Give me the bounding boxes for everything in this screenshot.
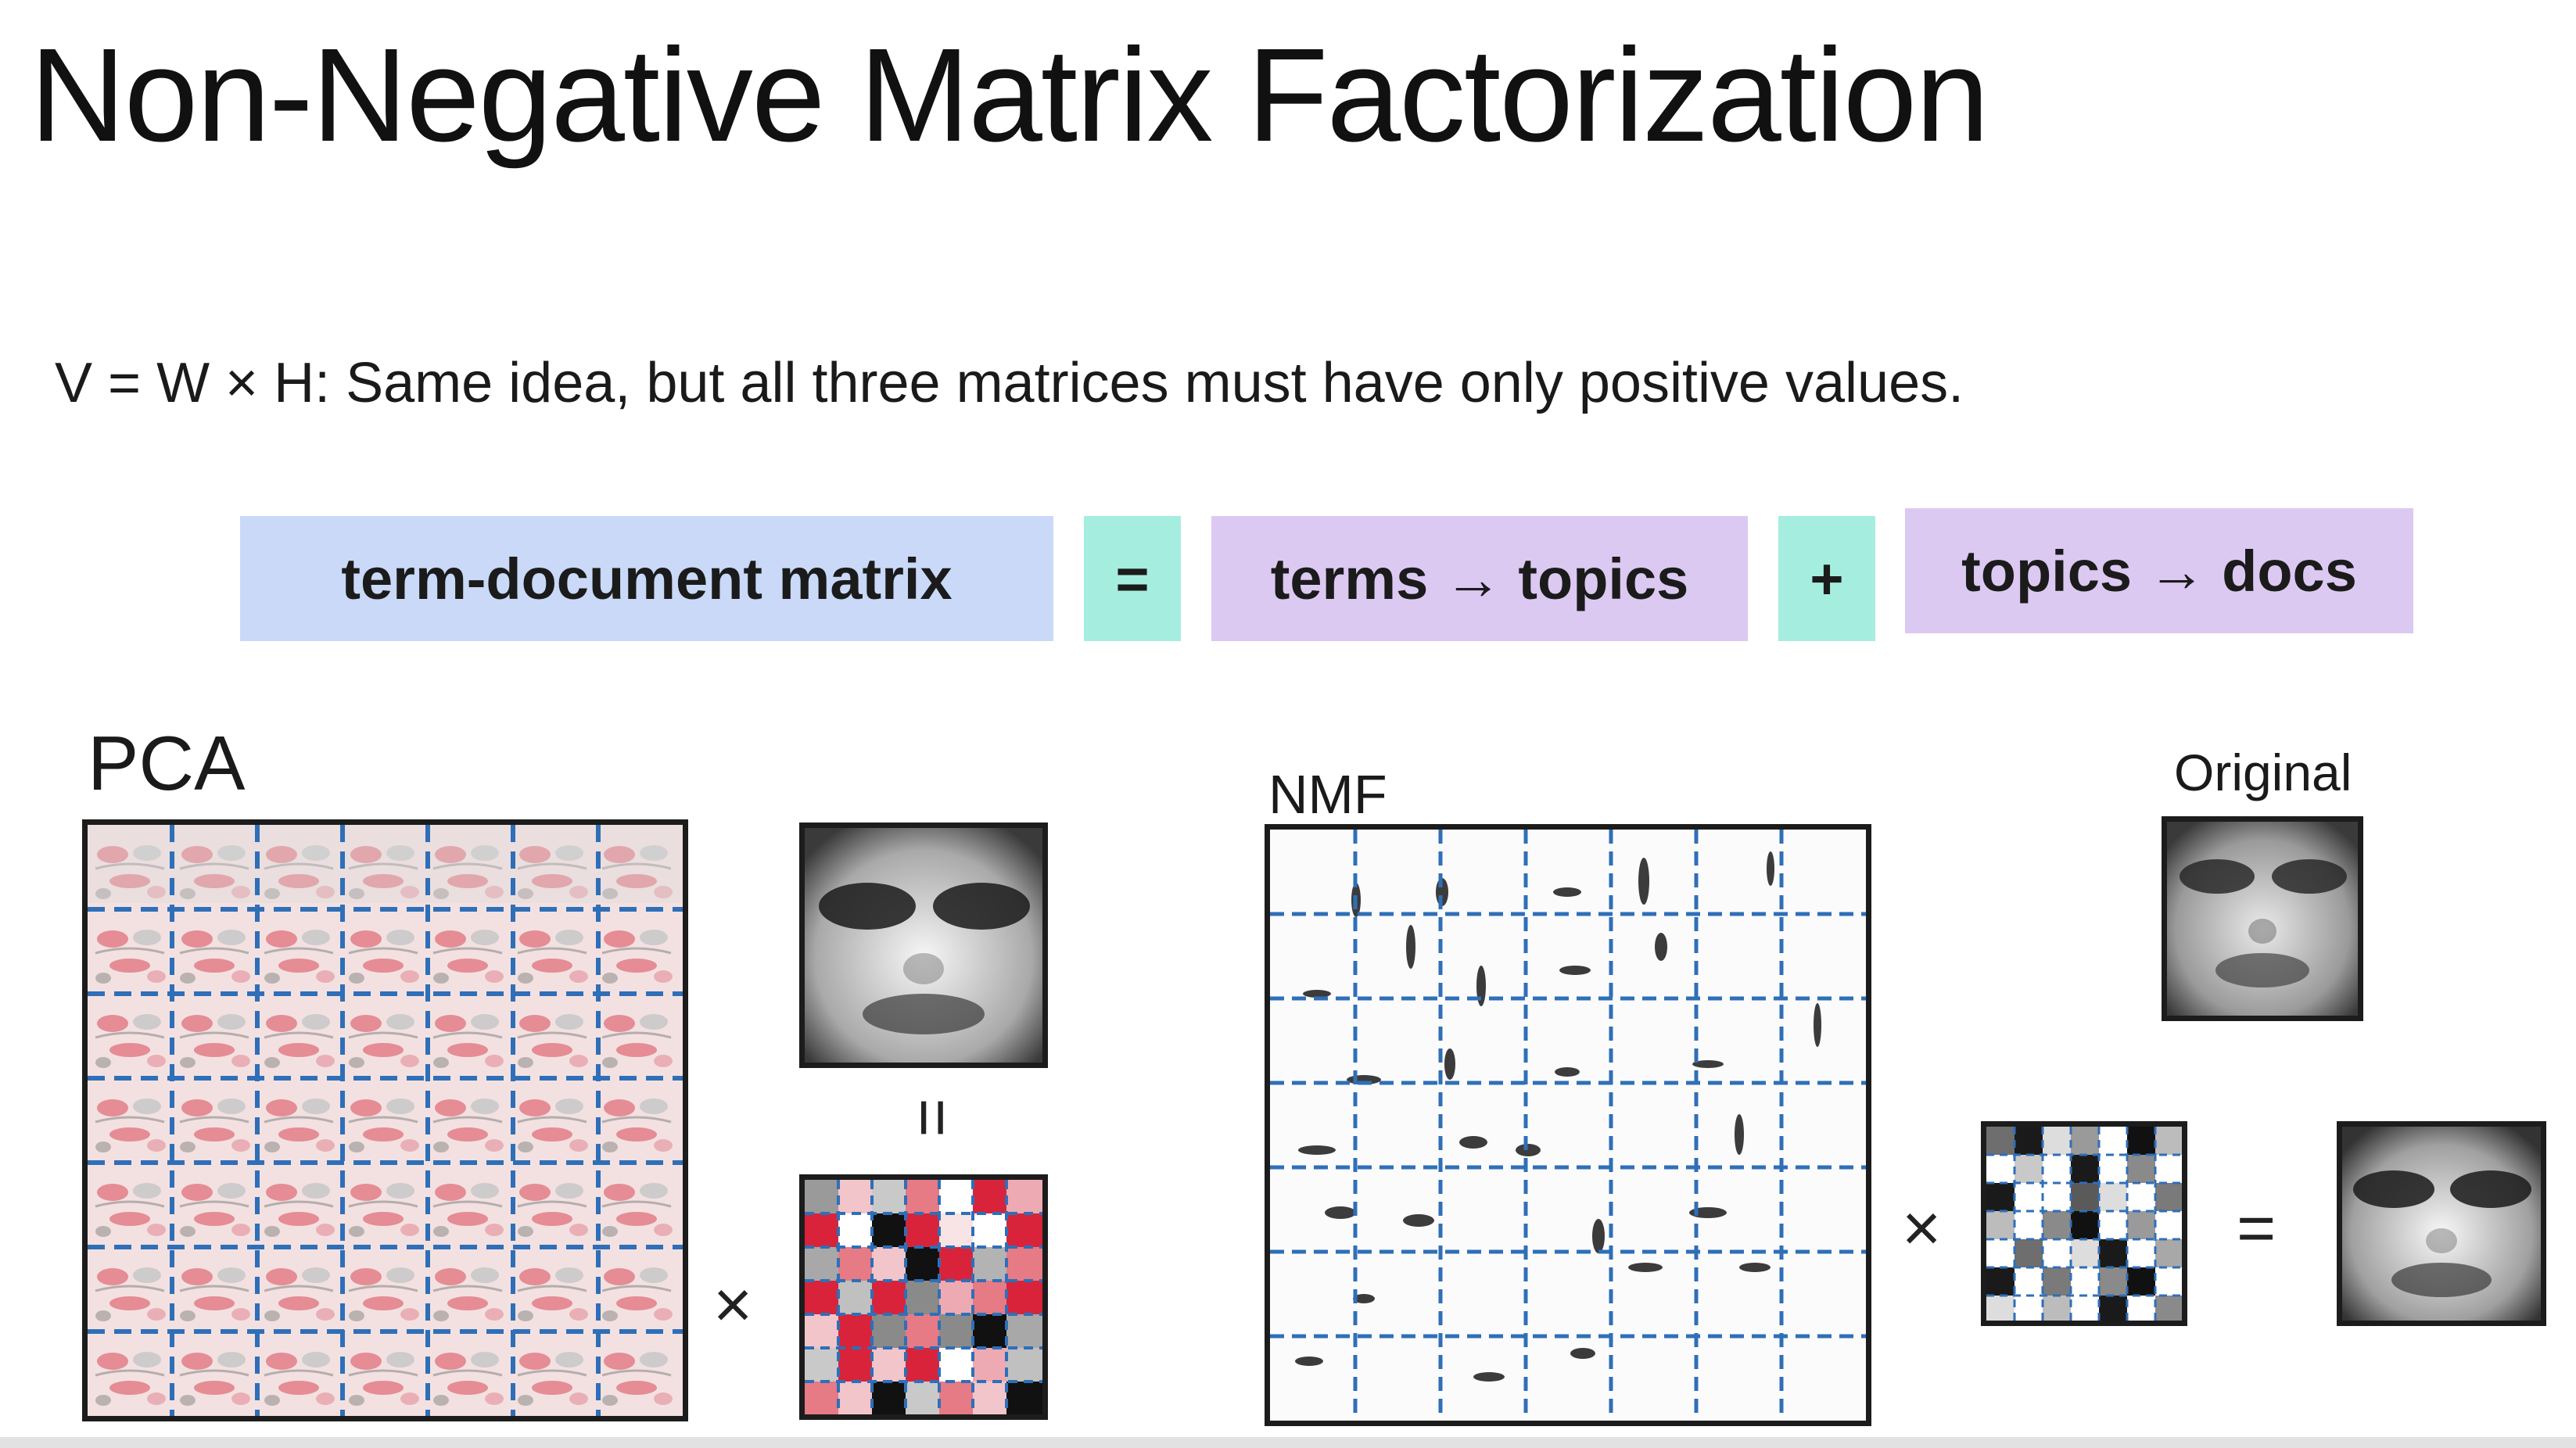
terms-topics-box: terms → topics	[1211, 516, 1748, 641]
nmf-face-drawing	[2342, 1127, 2541, 1321]
nmf-basis-image	[1270, 830, 1866, 1421]
equals-label: =	[1115, 546, 1150, 611]
pca-face-image	[799, 823, 1048, 1068]
nmf-face-image	[2337, 1121, 2546, 1326]
nmf-label: NMF	[1268, 764, 1387, 825]
nmf-equals-sign: =	[2237, 1191, 2276, 1266]
term-document-label: term-document matrix	[341, 546, 953, 611]
pca-coefficient-matrix	[799, 1174, 1048, 1420]
nmf-basis-matrix	[1265, 824, 1871, 1426]
pca-label: PCA	[88, 720, 246, 806]
pca-equals-sign: =	[895, 1098, 970, 1138]
pca-times-sign: ×	[713, 1267, 753, 1342]
slide-title: Non-Negative Matrix Factorization	[30, 21, 1989, 170]
pca-basis-matrix	[82, 819, 688, 1421]
nmf-coefficient-matrix	[1981, 1121, 2187, 1326]
terms-topics-label: terms → topics	[1270, 546, 1689, 611]
pca-face-drawing	[805, 828, 1042, 1063]
nmf-coefficient-image	[1986, 1127, 2182, 1321]
pca-coefficient-image	[805, 1180, 1042, 1414]
pca-basis-image	[88, 825, 683, 1416]
nmf-times-sign: ×	[1902, 1191, 1942, 1266]
plus-label: +	[1810, 546, 1844, 611]
original-face-drawing	[2167, 822, 2358, 1016]
original-label: Original	[2174, 744, 2352, 801]
bottom-strip	[0, 1437, 2576, 1448]
original-face-image	[2162, 816, 2363, 1021]
equals-box: =	[1084, 516, 1181, 641]
topics-docs-box: topics → docs	[1905, 508, 2413, 633]
topics-docs-label: topics → docs	[1961, 538, 2357, 604]
term-document-box: term-document matrix	[240, 516, 1053, 641]
slide-subtitle: V = W × H: Same idea, but all three matr…	[55, 352, 1964, 414]
plus-box: +	[1778, 516, 1875, 641]
